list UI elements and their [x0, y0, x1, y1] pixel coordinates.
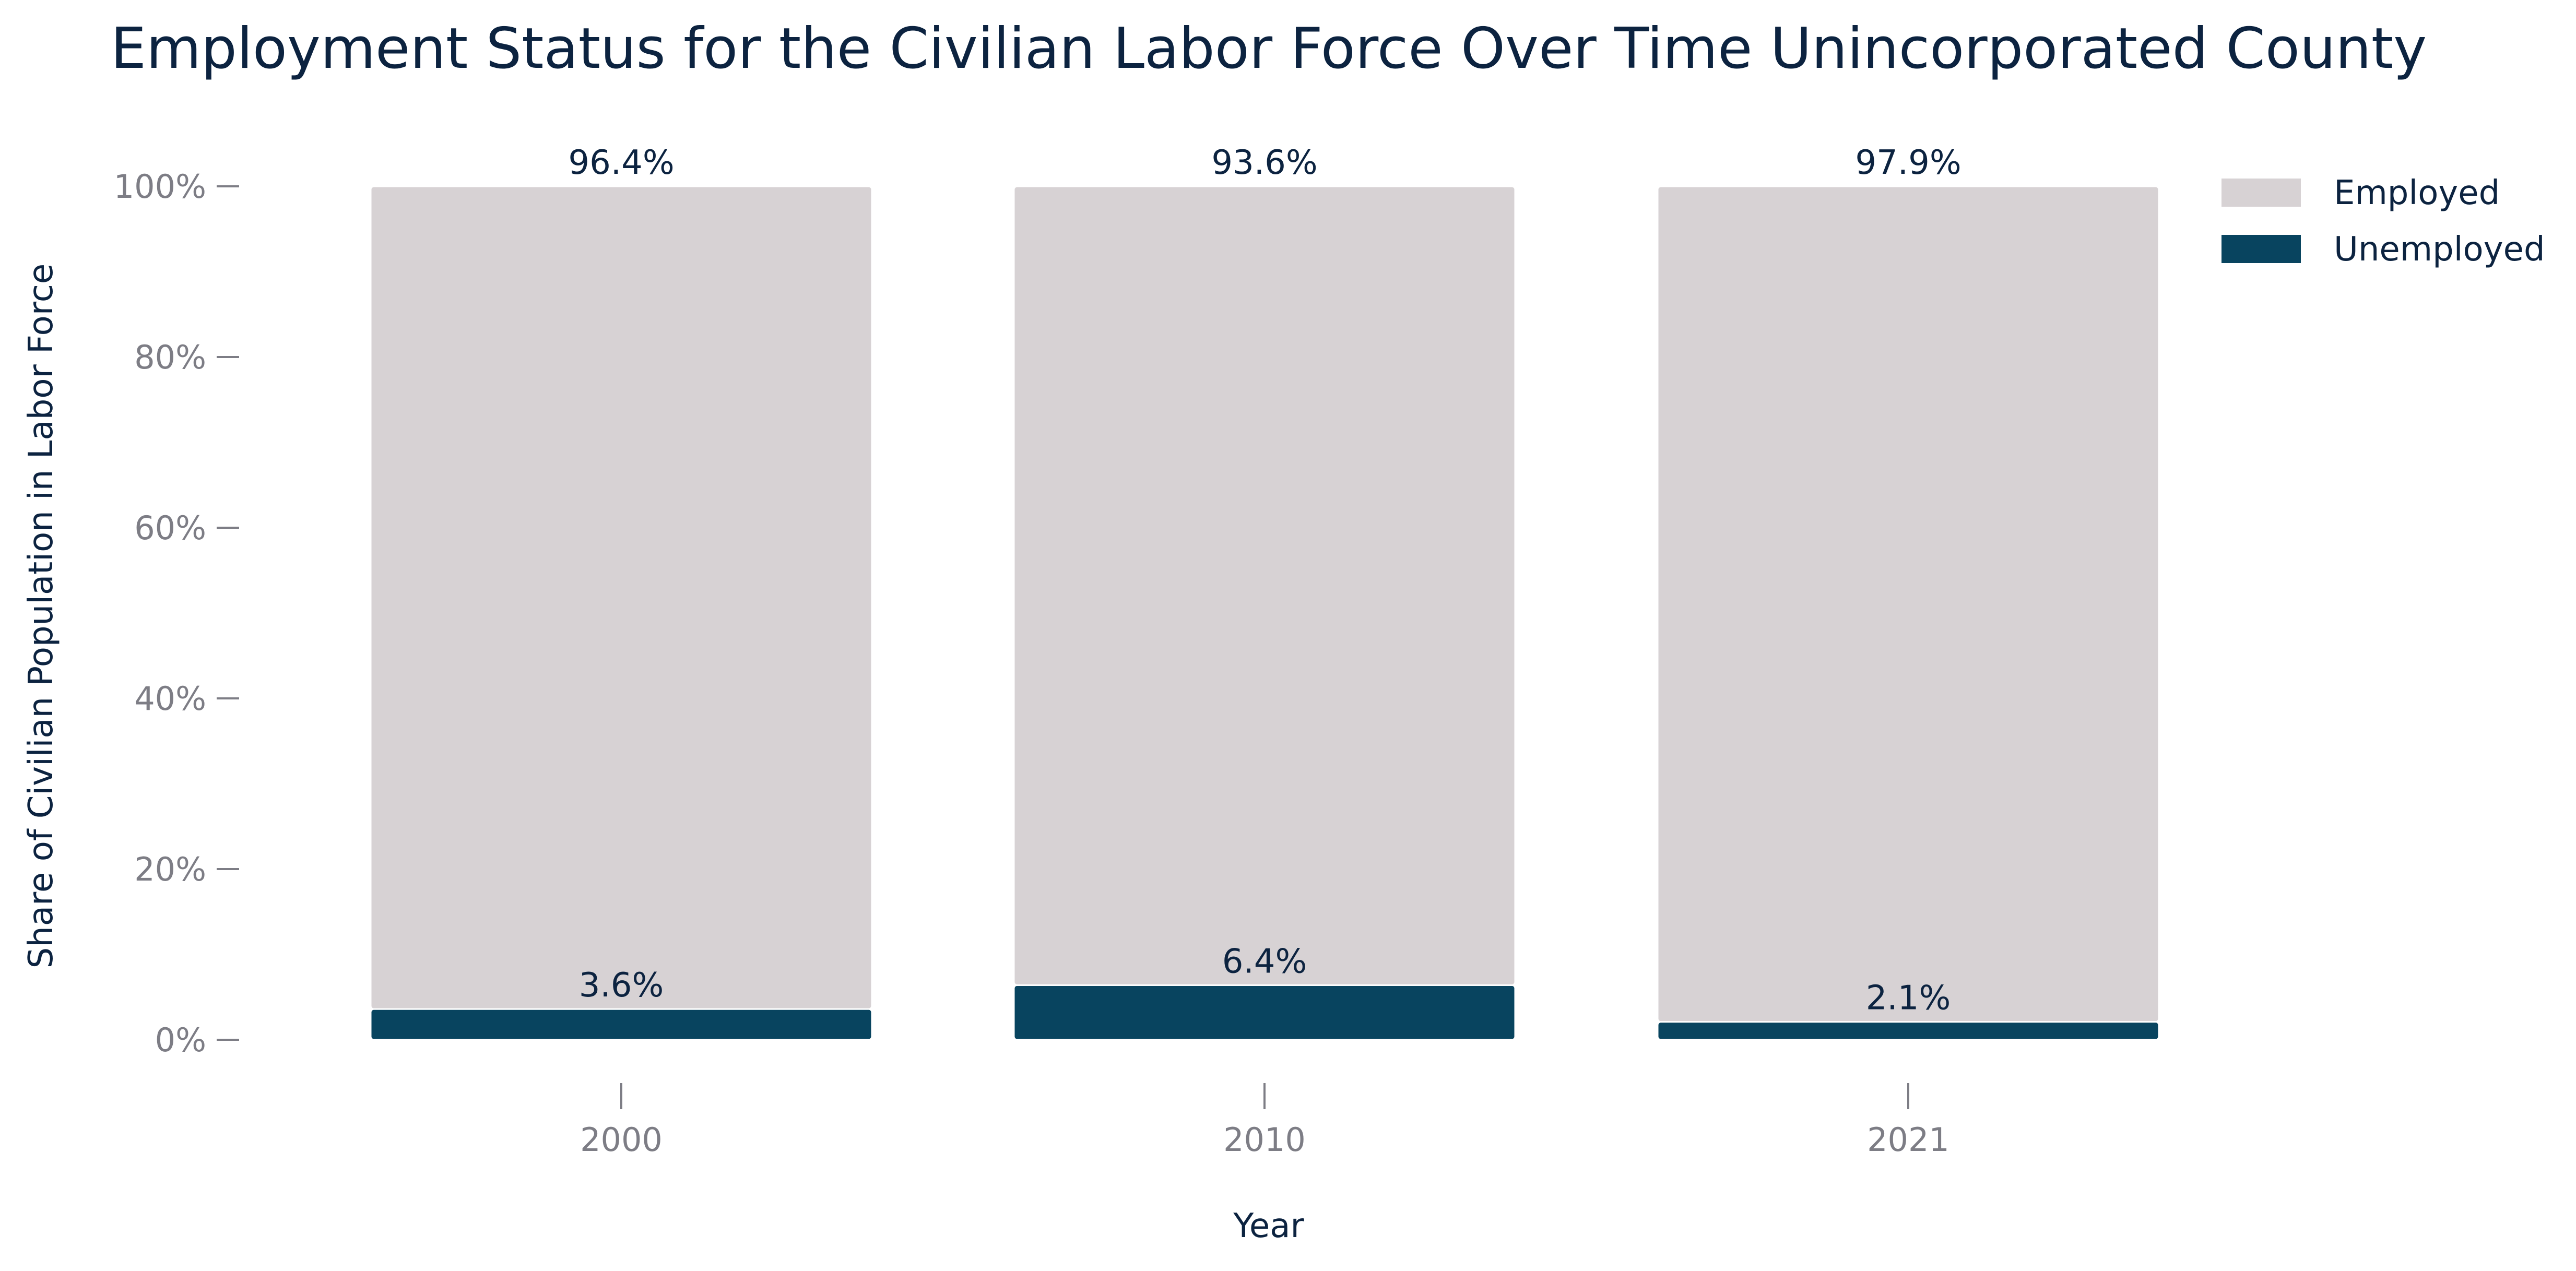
bar-employed-2010 [1013, 185, 1516, 986]
bar-unemployed-2010 [1013, 984, 1516, 1041]
y-tick-label: 80% [134, 338, 206, 376]
legend: Employed Unemployed [2221, 174, 2545, 269]
data-label-unemployed-2021: 2.1% [1866, 979, 1951, 1018]
data-label-employed-2010: 93.6% [1211, 144, 1317, 182]
y-axis-title: Share of Civilian Population in Labor Fo… [22, 264, 61, 969]
data-label-unemployed-2010: 6.4% [1222, 942, 1307, 981]
y-tick-label: 20% [134, 850, 206, 888]
y-tick-label: 60% [134, 509, 206, 547]
bar-employed-2021 [1657, 185, 2160, 1023]
y-tick-label: 0% [155, 1021, 206, 1059]
y-axis: 0% 20% 40% 60% 80% 100% [114, 168, 239, 1059]
x-tick-label: 2010 [1223, 1121, 1306, 1159]
y-tick-label: 100% [114, 168, 206, 206]
x-axis: 2000 2010 2021 [580, 1083, 1949, 1159]
chart-title: Employment Status for the Civilian Labor… [111, 16, 2427, 81]
x-tick-label: 2000 [580, 1121, 663, 1159]
bars [370, 185, 2160, 1041]
y-tick-label: 40% [134, 680, 206, 718]
legend-label-employed: Employed [2334, 174, 2500, 212]
bar-labels: 3.6% 96.4% 6.4% 93.6% 2.1% 97.9% [568, 144, 1961, 1018]
legend-swatch-unemployed [2221, 235, 2301, 263]
legend-label-unemployed: Unemployed [2334, 230, 2545, 269]
data-label-employed-2021: 97.9% [1855, 144, 1961, 182]
x-tick-label: 2021 [1867, 1121, 1949, 1159]
x-axis-title: Year [1233, 1207, 1304, 1245]
bar-unemployed-2000 [370, 1008, 873, 1041]
legend-swatch-employed [2221, 179, 2301, 207]
bar-employed-2000 [370, 185, 873, 1010]
bar-unemployed-2021 [1657, 1021, 2160, 1041]
data-label-employed-2000: 96.4% [568, 144, 674, 182]
data-label-unemployed-2000: 3.6% [579, 966, 664, 1005]
